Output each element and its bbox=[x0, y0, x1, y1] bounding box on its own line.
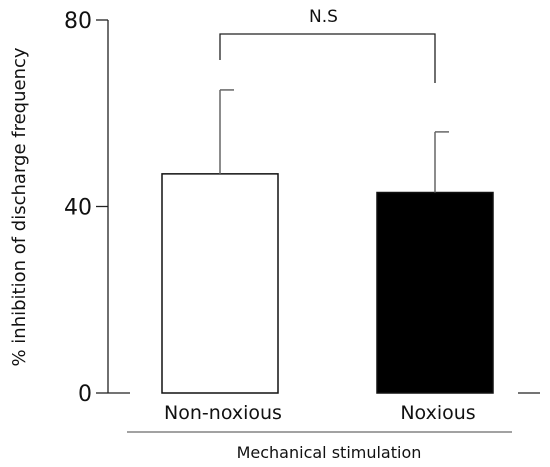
y-ticks: 0 40 80 bbox=[64, 9, 108, 407]
category-label: Noxious bbox=[400, 402, 475, 424]
y-tick-label: 80 bbox=[64, 9, 92, 34]
category-labels: Non-noxious Noxious bbox=[164, 402, 476, 424]
significance-bracket: N.S bbox=[219, 7, 436, 83]
y-axis-title: % inhibition of discharge frequency bbox=[9, 47, 30, 366]
error-bars bbox=[219, 89, 449, 193]
group-label: Mechanical stimulation bbox=[237, 443, 422, 462]
y-tick-label: 0 bbox=[78, 382, 92, 407]
significance-label: N.S bbox=[309, 7, 338, 27]
category-label: Non-noxious bbox=[164, 402, 282, 424]
y-tick-label: 40 bbox=[64, 196, 92, 221]
bar-noxious bbox=[376, 191, 494, 394]
bars bbox=[161, 173, 494, 394]
bar-non-noxious bbox=[161, 173, 279, 394]
significance-bracket-line bbox=[219, 33, 436, 83]
